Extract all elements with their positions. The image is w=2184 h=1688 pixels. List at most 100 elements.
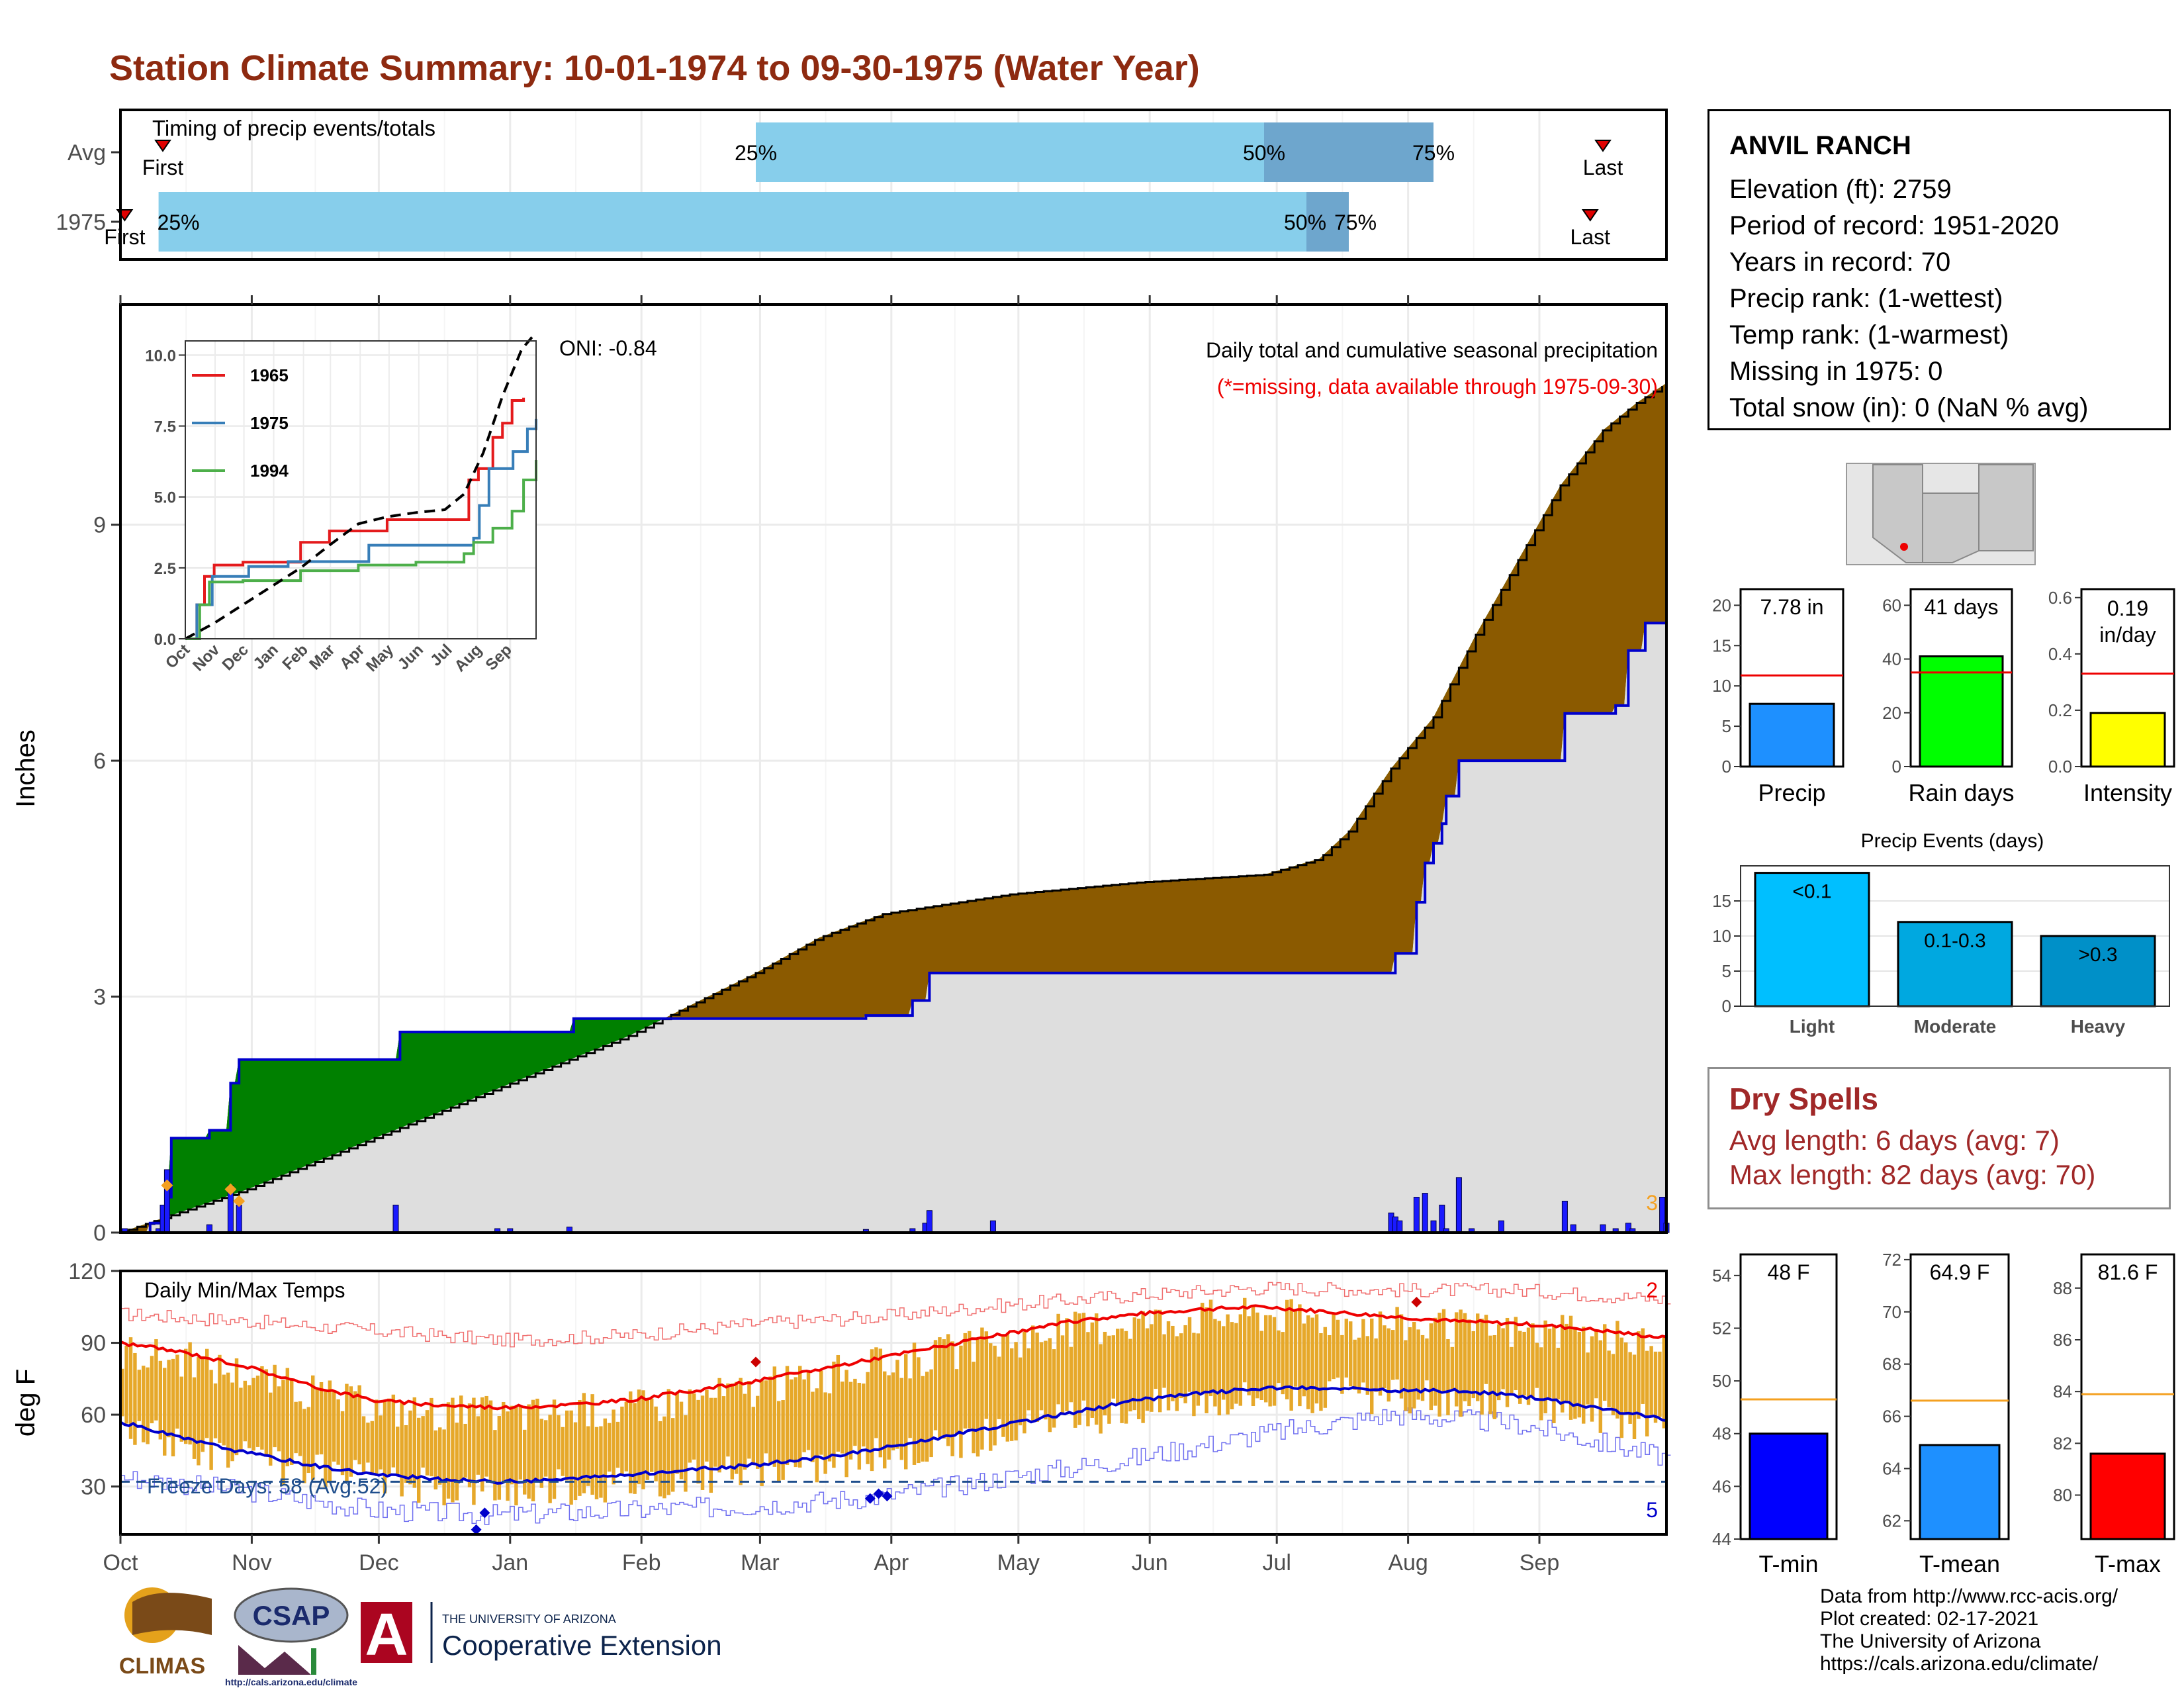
daily-temp-bar	[624, 1401, 629, 1472]
daily-temp-bar	[493, 1430, 497, 1501]
daily-temp-bar	[1281, 1332, 1285, 1395]
daily-temp-bar	[1314, 1314, 1319, 1404]
daily-temp-bar	[150, 1356, 154, 1424]
record-max-marker	[1411, 1297, 1422, 1308]
daily-temp-bar	[1344, 1319, 1349, 1378]
timing-label-last: Last	[1583, 156, 1623, 179]
summary-value-unit: in/day	[2099, 623, 2156, 647]
daily-temp-bar	[815, 1388, 819, 1483]
daily-temp-bar	[1162, 1334, 1166, 1388]
daily-temp-bar	[535, 1398, 539, 1479]
daily-temp-bar	[277, 1386, 281, 1452]
timing-label-75: 75%	[1412, 141, 1455, 165]
daily-temp-bar	[311, 1375, 315, 1481]
summary-ytick-label: 48	[1712, 1424, 1731, 1444]
daily-precip-bar	[1561, 1200, 1568, 1233]
daily-temp-bar	[594, 1427, 599, 1499]
daily-temp-bar	[1086, 1332, 1090, 1427]
daily-temp-bar	[1598, 1340, 1603, 1433]
month-label: Nov	[232, 1550, 271, 1575]
daily-temp-bar	[777, 1401, 781, 1483]
events-bar-light	[1754, 872, 1870, 1008]
daily-temp-bar	[1446, 1339, 1450, 1415]
daily-temp-bar	[269, 1392, 273, 1466]
daily-temp-bar	[285, 1368, 290, 1467]
daily-temp-bar	[866, 1372, 870, 1464]
daily-temp-bar	[1238, 1314, 1243, 1406]
inset-frame	[185, 340, 537, 639]
daily-temp-bar	[1387, 1328, 1391, 1402]
daily-temp-bar	[1662, 1335, 1666, 1429]
month-label: Dec	[359, 1550, 398, 1575]
daily-temp-bar	[633, 1403, 637, 1494]
daily-temp-bar	[675, 1392, 679, 1474]
daily-precip-bar	[926, 1210, 933, 1233]
summary-ytick-label: 0	[1892, 757, 1901, 776]
timing-bar-50-75	[1264, 122, 1433, 182]
daily-temp-bar	[366, 1423, 370, 1463]
daily-temp-bar	[506, 1411, 510, 1501]
daily-temp-bar	[637, 1389, 641, 1485]
daily-temp-bar	[684, 1415, 688, 1492]
daily-temp-bar	[197, 1357, 201, 1466]
observed-excess-area	[120, 383, 1666, 1233]
daily-temp-bar	[899, 1378, 904, 1460]
summary-ytick-label: 70	[1882, 1302, 1901, 1322]
daily-temp-bar	[844, 1370, 848, 1477]
daily-temp-bar	[832, 1361, 836, 1468]
daily-temp-bar	[1641, 1328, 1645, 1404]
daily-temp-bar	[666, 1389, 671, 1495]
daily-temp-bar	[980, 1327, 984, 1450]
daily-temp-bar	[1077, 1313, 1081, 1425]
daily-temp-bar	[1514, 1317, 1518, 1391]
daily-precip-bar	[1413, 1197, 1420, 1233]
daily-temp-bar	[531, 1399, 535, 1501]
timing-label-25: 25%	[735, 141, 777, 165]
timing-title: Timing of precip events/totals	[152, 116, 435, 140]
summary-bar-t-max	[2089, 1452, 2166, 1540]
summary-ytick-label: 72	[1882, 1250, 1901, 1270]
daily-temp-bar	[1467, 1319, 1471, 1407]
ua-block-a-bg	[361, 1602, 412, 1663]
summary-category-label: Precip	[1758, 779, 1825, 806]
daily-temp-bar	[717, 1378, 721, 1473]
daily-temp-bar	[192, 1377, 197, 1459]
daily-temp-bar	[1171, 1325, 1175, 1401]
daily-temp-bar	[874, 1347, 878, 1438]
daily-temp-bar	[802, 1379, 806, 1452]
daily-temp-bar	[963, 1333, 968, 1429]
credits: Data from http://www.rcc-acis.org/ Plot …	[1820, 1585, 2118, 1675]
daily-temp-bar	[163, 1368, 167, 1456]
timing-panel: 25% 50% 75% First Last Avg 25% 50% 75% First Last 1…	[56, 109, 1668, 261]
daily-temp-bar	[430, 1397, 433, 1477]
daily-temp-bar	[234, 1358, 239, 1456]
daily-temp-bar	[1175, 1336, 1179, 1411]
precip-annotation: Daily total and cumulative seasonal prec…	[1206, 338, 1658, 362]
daily-temp-bar	[586, 1426, 590, 1486]
daily-temp-bar	[273, 1364, 277, 1448]
daily-temp-bar	[696, 1399, 700, 1484]
daily-temp-bar	[328, 1380, 332, 1482]
daily-temp-bar	[1145, 1328, 1150, 1411]
daily-temp-bar	[878, 1348, 883, 1458]
timing-bar-25-50	[158, 192, 1307, 252]
daily-temp-bar	[857, 1382, 862, 1470]
daily-temp-bar	[1154, 1309, 1158, 1389]
daily-temp-bar	[1293, 1311, 1298, 1387]
record-min-marker	[479, 1507, 490, 1519]
inset-ytick-label: 10.0	[145, 347, 176, 365]
timing-label-50: 50%	[1243, 141, 1285, 165]
daily-precip-bar	[236, 1204, 242, 1233]
credit-url: https://cals.arizona.edu/climate/	[1820, 1653, 2099, 1675]
summary-bar-rain-days	[1919, 655, 2004, 768]
daily-temp-bar	[726, 1383, 730, 1457]
daily-temp-bar	[1111, 1335, 1116, 1399]
record-max-envelope	[120, 1282, 1671, 1348]
daily-temp-bar	[243, 1380, 248, 1442]
daily-precip-bar	[1455, 1177, 1462, 1233]
daily-temp-bar	[1298, 1304, 1302, 1407]
daily-temp-bar	[862, 1383, 866, 1447]
daily-temp-bar	[1395, 1307, 1399, 1380]
daily-temp-bar	[1543, 1320, 1547, 1414]
daily-temp-bar	[1505, 1317, 1510, 1407]
